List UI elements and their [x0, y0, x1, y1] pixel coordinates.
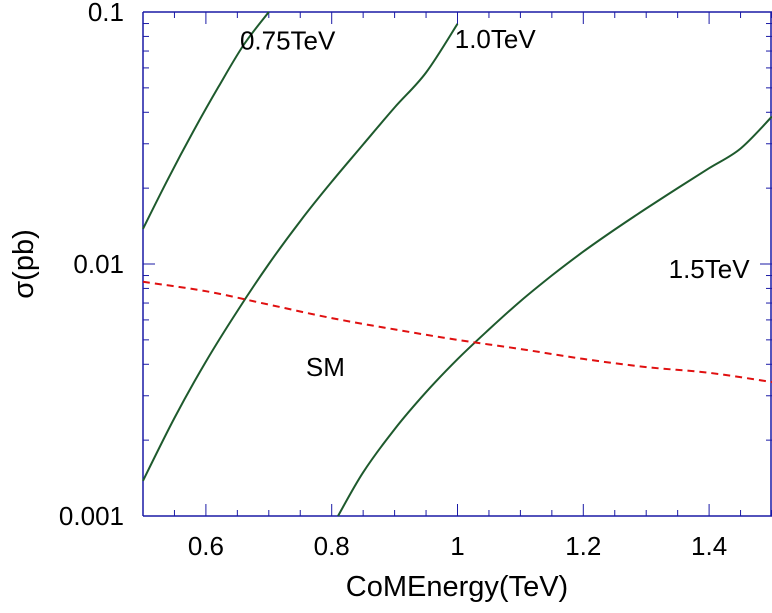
- series-annotation: 1.0TeV: [455, 24, 537, 54]
- curves: [142, 11, 772, 517]
- y-tick-label: 0.001: [59, 501, 124, 531]
- series-line-0-75tev: [142, 11, 270, 230]
- series-annotation: 0.75TeV: [240, 25, 336, 55]
- series-line-1-5tev: [337, 115, 772, 517]
- axis-ticks: [142, 11, 772, 517]
- x-tick-label: 0.8: [314, 531, 350, 561]
- series-line-1-0tev: [142, 23, 459, 482]
- x-tick-label: 1: [450, 531, 464, 561]
- y-tick-label: 0.1: [88, 0, 124, 27]
- series-annotation: 1.5TeV: [669, 254, 751, 284]
- series-annotation: SM: [306, 352, 345, 382]
- x-tick-label: 1.4: [691, 531, 727, 561]
- x-tick-label: 1.2: [565, 531, 601, 561]
- x-tick-label: 0.6: [188, 531, 224, 561]
- annotations: 0.75TeV 1.0TeV 1.5TeV SM: [240, 24, 750, 382]
- x-axis-label: CoMEnergy(TeV): [346, 571, 568, 603]
- y-axis-label: σ(pb): [8, 229, 40, 298]
- series-line-sm: [142, 280, 772, 384]
- tick-labels: 0.6 0.8 1 1.2 1.4 0.001 0.01 0.1: [59, 0, 727, 561]
- y-tick-label: 0.01: [73, 249, 124, 279]
